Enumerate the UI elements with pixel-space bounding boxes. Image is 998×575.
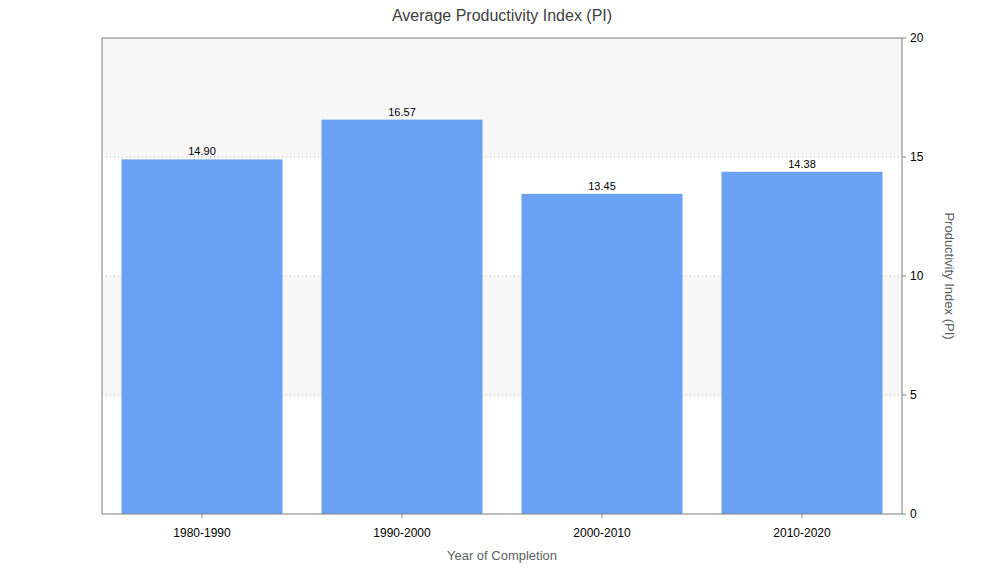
y-tick-label: 10 bbox=[910, 269, 924, 283]
y-axis-label: Productivity Index (PI) bbox=[942, 212, 957, 339]
data-label: 13.45 bbox=[588, 180, 616, 192]
data-label: 16.57 bbox=[388, 106, 416, 118]
x-tick bbox=[402, 514, 403, 518]
plot-background bbox=[102, 38, 902, 514]
x-tick-label: 2010-2020 bbox=[773, 526, 831, 540]
bar bbox=[122, 159, 283, 514]
y-tick-label: 5 bbox=[910, 388, 917, 402]
chart-svg: 14.90 16.57 13.45 14.38 0 5 10 15 20 1980-1990 199… bbox=[0, 0, 998, 575]
bars bbox=[122, 120, 883, 514]
x-axis-label: Year of Completion bbox=[447, 548, 557, 563]
y-tick-label: 20 bbox=[910, 31, 924, 45]
y-tick-label: 0 bbox=[910, 507, 917, 521]
grid-line bbox=[102, 157, 902, 158]
y-tick bbox=[902, 276, 906, 277]
page: {"chart_data": {"type": "bar", "title": … bbox=[0, 0, 998, 575]
bar bbox=[722, 172, 883, 514]
data-label: 14.38 bbox=[788, 158, 816, 170]
y-tick bbox=[902, 395, 906, 396]
bar bbox=[522, 194, 683, 514]
data-label: 14.90 bbox=[188, 145, 216, 157]
chart-title: Average Productivity Index (PI) bbox=[392, 7, 612, 24]
x-tick bbox=[802, 514, 803, 518]
x-tick-label: 1990-2000 bbox=[373, 526, 431, 540]
plot-frame bbox=[102, 38, 902, 514]
x-tick-label: 1980-1990 bbox=[173, 526, 231, 540]
x-tick bbox=[202, 514, 203, 518]
x-tick-label: 2000-2010 bbox=[573, 526, 631, 540]
y-tick bbox=[902, 157, 906, 158]
y-tick bbox=[902, 514, 906, 515]
chart-container: 14.90 16.57 13.45 14.38 0 5 10 15 20 1980-1990 199… bbox=[0, 0, 998, 575]
y-tick-label: 15 bbox=[910, 150, 924, 164]
y-tick bbox=[902, 38, 906, 39]
plot-band bbox=[102, 38, 902, 157]
bar bbox=[322, 120, 483, 514]
x-tick bbox=[602, 514, 603, 518]
